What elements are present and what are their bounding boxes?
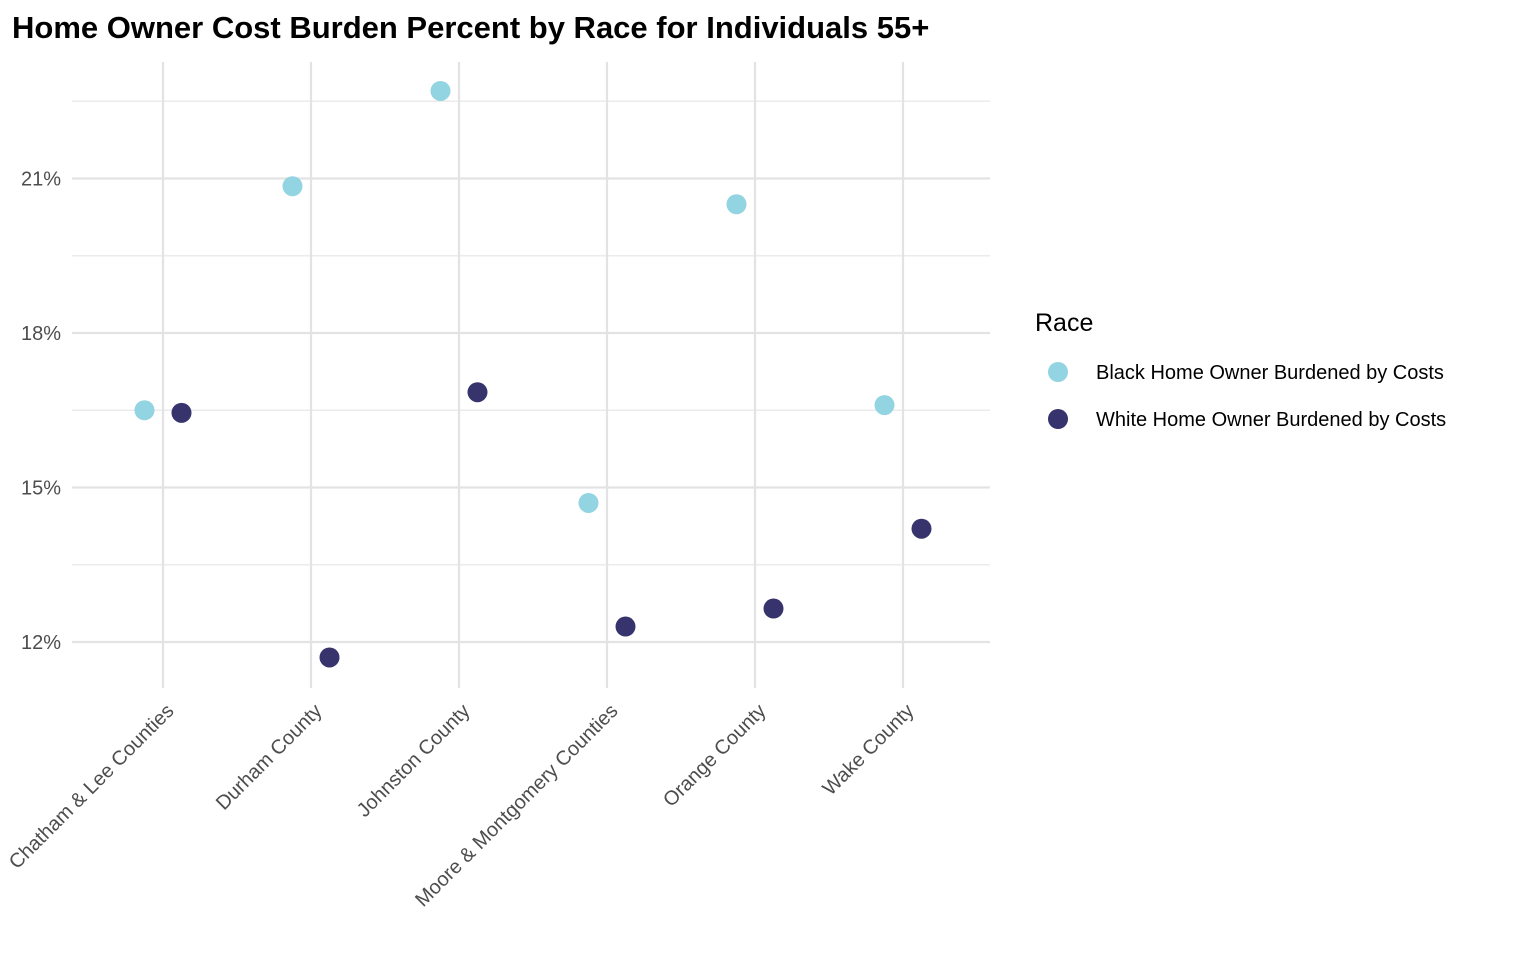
x-axis-ticks: Chatham & Lee Counties Durham County Johns… bbox=[5, 700, 919, 911]
grid-lines bbox=[72, 62, 990, 688]
data-point bbox=[615, 616, 636, 637]
x-tick-label: Wake County bbox=[819, 700, 919, 800]
data-point bbox=[430, 80, 451, 101]
legend-item-label: White Home Owner Burdened by Costs bbox=[1096, 409, 1446, 431]
x-tick-label: Orange County bbox=[659, 700, 770, 811]
y-axis-ticks: 12% 15% 18% 21% bbox=[21, 169, 61, 655]
data-point bbox=[911, 518, 932, 539]
data-point bbox=[467, 382, 488, 403]
x-tick-label: Chatham & Lee Counties bbox=[5, 700, 179, 874]
data-point bbox=[578, 492, 599, 513]
legend-title: Race bbox=[1035, 309, 1093, 337]
chart-title: Home Owner Cost Burden Percent by Race f… bbox=[12, 10, 930, 45]
y-tick-label: 18% bbox=[21, 323, 61, 345]
legend-item-label: Black Home Owner Burdened by Costs bbox=[1096, 362, 1444, 384]
legend: Race Black Home Owner Burdened by Costs Wh… bbox=[1035, 309, 1446, 431]
data-point bbox=[319, 647, 340, 668]
data-points bbox=[134, 80, 932, 668]
data-point bbox=[874, 395, 895, 416]
y-tick-label: 12% bbox=[21, 632, 61, 654]
data-point bbox=[134, 400, 155, 421]
legend-key bbox=[1048, 409, 1068, 429]
data-point bbox=[171, 402, 192, 423]
y-tick-label: 15% bbox=[21, 478, 61, 500]
x-tick-label: Johnston County bbox=[353, 700, 475, 822]
legend-key bbox=[1048, 362, 1068, 382]
data-point bbox=[763, 598, 784, 619]
data-point bbox=[282, 176, 303, 197]
y-tick-label: 21% bbox=[21, 169, 61, 191]
x-tick-label: Durham County bbox=[212, 700, 327, 815]
data-point bbox=[726, 194, 747, 215]
